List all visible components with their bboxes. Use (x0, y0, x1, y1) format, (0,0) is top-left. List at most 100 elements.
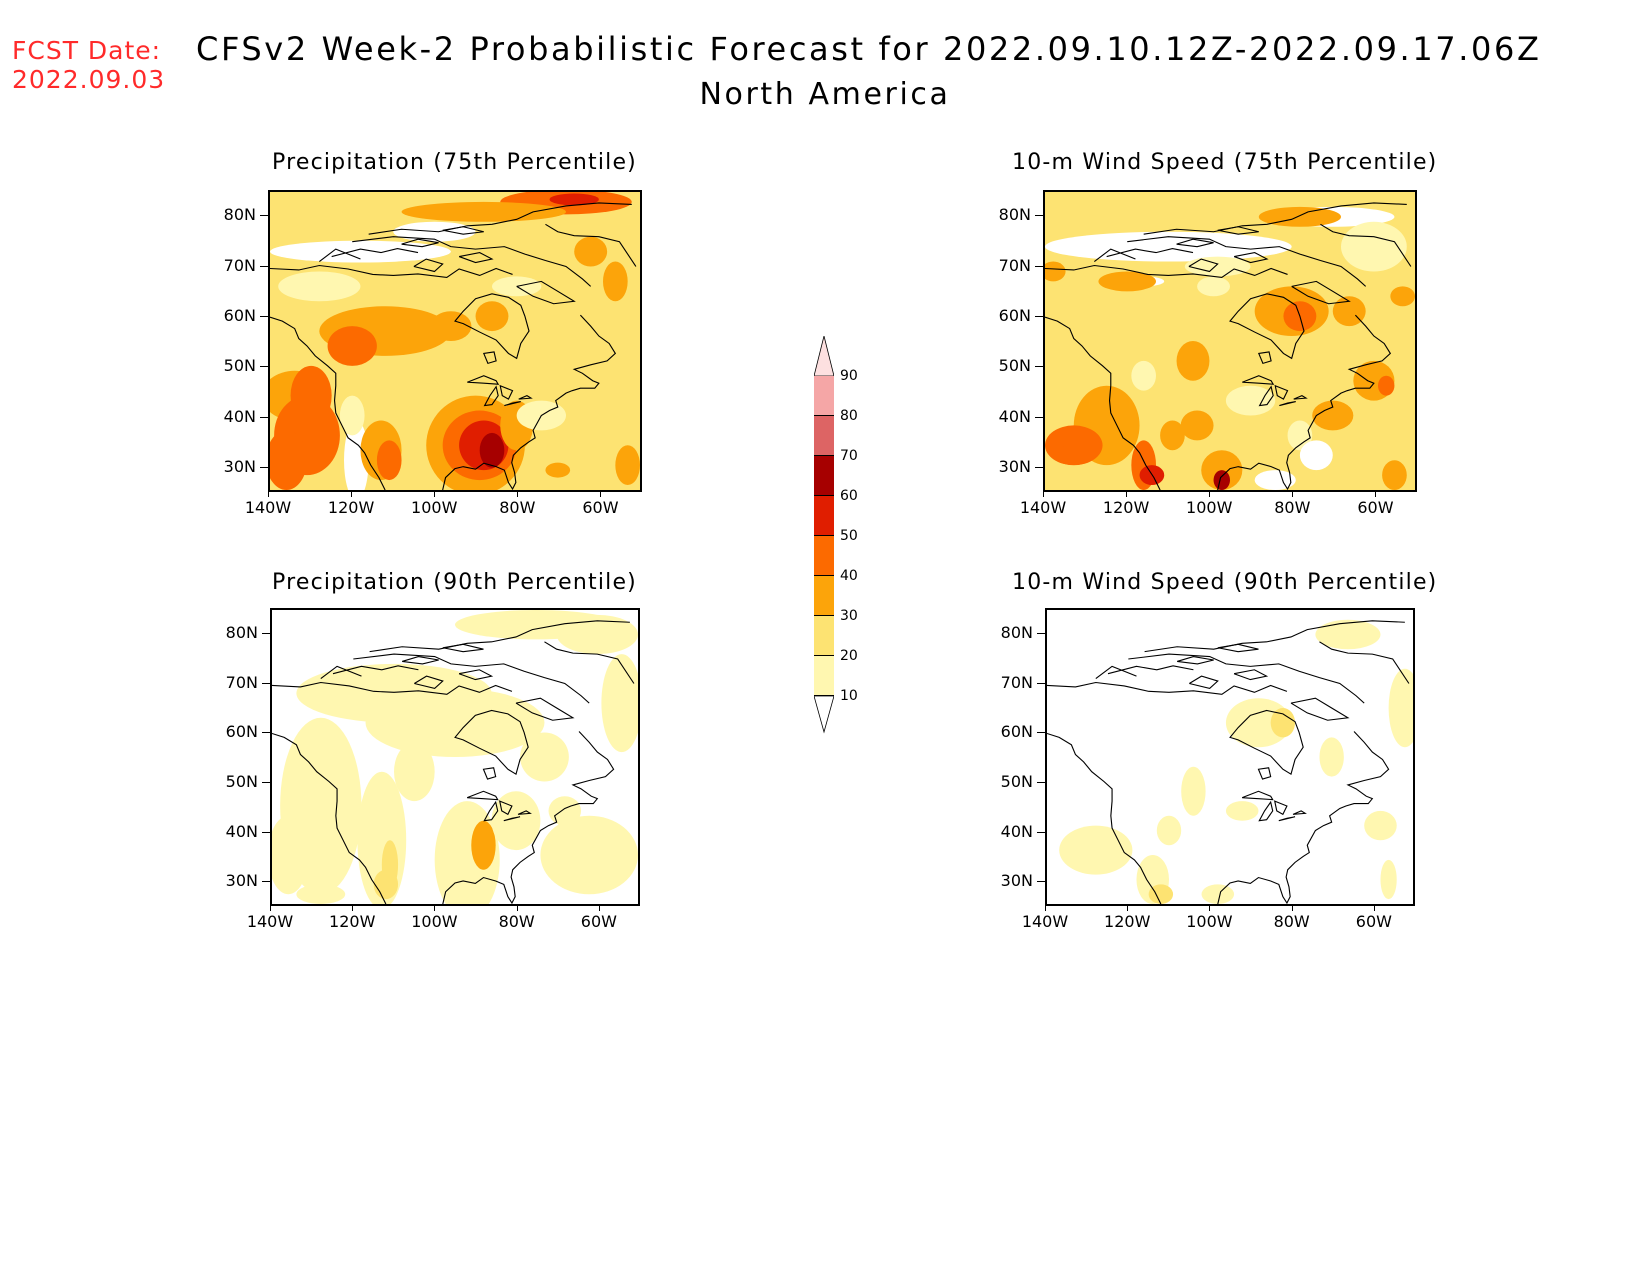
page-title: CFSv2 Week-2 Probabilistic Forecast for … (196, 30, 1542, 68)
probability-contour (601, 654, 638, 753)
colorbar-bottom-cap (814, 696, 834, 734)
coastline-arctic (442, 226, 484, 235)
great-lake (1274, 384, 1289, 400)
lat-tick-label: 40N (993, 822, 1045, 841)
probability-contour (1341, 221, 1407, 272)
probability-contour (1315, 619, 1381, 650)
great-lake (1241, 790, 1274, 801)
probability-contour (1390, 286, 1415, 307)
panel-title-precip90: Precipitation (90th Percentile) (272, 570, 637, 595)
great-lake (466, 790, 499, 801)
lat-tick-label: 40N (991, 407, 1043, 426)
coastline-arctic (1128, 653, 1365, 704)
probability-contour (373, 869, 399, 900)
coastline-island (1257, 351, 1272, 365)
lat-tick-label: 30N (993, 871, 1045, 890)
lon-tick-label: 120W (1096, 491, 1156, 517)
probability-contour (1270, 708, 1296, 738)
coastline-arctic (516, 280, 576, 305)
probability-contour (491, 791, 541, 851)
lat-tick-label: 60N (991, 306, 1043, 325)
great-lake (503, 816, 521, 822)
lat-tick-label: 50N (216, 356, 268, 375)
probability-contour (1319, 737, 1344, 777)
coastline-hudson-bay (454, 709, 529, 775)
probability-contour (1181, 766, 1206, 816)
lon-tick-label: 140W (240, 905, 300, 931)
coastline-arctic (401, 655, 439, 665)
coastline-hudson-bay (1229, 709, 1304, 775)
coastline-arctic (320, 665, 362, 680)
great-lake (1279, 401, 1296, 407)
colorbar-segment (814, 376, 834, 416)
coastline-greenland (1319, 641, 1410, 684)
coastline-arctic (1107, 665, 1194, 675)
probability-contour (1180, 410, 1214, 441)
probability-contour (1148, 884, 1174, 904)
probability-contour (1380, 859, 1397, 900)
coastline-west (1045, 316, 1161, 490)
lon-tick-label: 80W (487, 905, 547, 931)
lon-tick-label: 140W (238, 491, 298, 517)
probability-contour (615, 445, 640, 486)
lon-tick-label: 80W (487, 491, 547, 517)
coastline-hudson-bay (454, 293, 530, 360)
colorbar-level-label: 90 (840, 368, 858, 384)
coastline-island (482, 767, 497, 780)
great-lake (1273, 800, 1288, 816)
lat-tick-label: 70N (993, 673, 1045, 692)
coastline-greenland (544, 641, 635, 684)
forecast-date-block: FCST Date: 2022.09.03 (12, 36, 165, 94)
coastline-arctic (1143, 202, 1407, 235)
coastline-west (270, 316, 386, 490)
coastline-arctic (1176, 655, 1214, 665)
coastline-arctic (458, 252, 494, 264)
probability-contour (1332, 296, 1366, 327)
coastline-hudson-bay (1229, 293, 1305, 360)
coastline-arctic (1045, 264, 1288, 278)
colorbar-top-cap (814, 336, 834, 376)
lat-tick-label: 50N (218, 772, 270, 791)
probability-contour (1299, 440, 1333, 471)
probability-contour (394, 742, 435, 802)
probability-contour (296, 663, 492, 723)
panel-title-precip75: Precipitation (75th Percentile) (272, 150, 637, 175)
map-wind90 (1045, 608, 1415, 906)
probability-contour (1059, 825, 1133, 875)
lat-tick-label: 30N (218, 871, 270, 890)
probability-contour (290, 365, 332, 426)
lat-tick-label: 30N (991, 457, 1043, 476)
probability-contour (376, 440, 402, 481)
lon-tick-label: 120W (322, 905, 382, 931)
coastline-arctic (331, 248, 419, 258)
colorbar-segment (814, 496, 834, 536)
coastline-west (1047, 732, 1162, 904)
coastline-arctic (414, 675, 444, 689)
coastline-arctic (352, 236, 592, 287)
coastline-east (1217, 731, 1390, 904)
map-canvas (1047, 610, 1413, 904)
lat-tick-label: 30N (216, 457, 268, 476)
coastline-island (1257, 767, 1272, 780)
colorbar-level-label: 40 (840, 568, 858, 584)
coastline-island (482, 351, 497, 365)
map-precip75 (268, 190, 642, 492)
coastline-arctic (401, 238, 439, 248)
map-canvas (270, 192, 640, 490)
probability-contour (549, 193, 599, 206)
coastline-west (272, 732, 387, 904)
lon-tick-label: 120W (321, 491, 381, 517)
probability-contour (1388, 668, 1413, 748)
probability-contour (603, 261, 628, 302)
probability-contour (574, 236, 608, 267)
lat-tick-label: 70N (991, 256, 1043, 275)
probability-contour (1098, 271, 1156, 292)
lon-tick-label: 100W (404, 905, 464, 931)
lon-tick-label: 140W (1015, 905, 1075, 931)
great-lake (1292, 810, 1307, 815)
lon-tick-label: 60W (569, 905, 629, 931)
lon-tick-label: 60W (570, 491, 630, 517)
colorbar-segment (814, 456, 834, 496)
map-canvas (1045, 192, 1415, 490)
panel-title-wind75: 10-m Wind Speed (75th Percentile) (1012, 150, 1438, 175)
